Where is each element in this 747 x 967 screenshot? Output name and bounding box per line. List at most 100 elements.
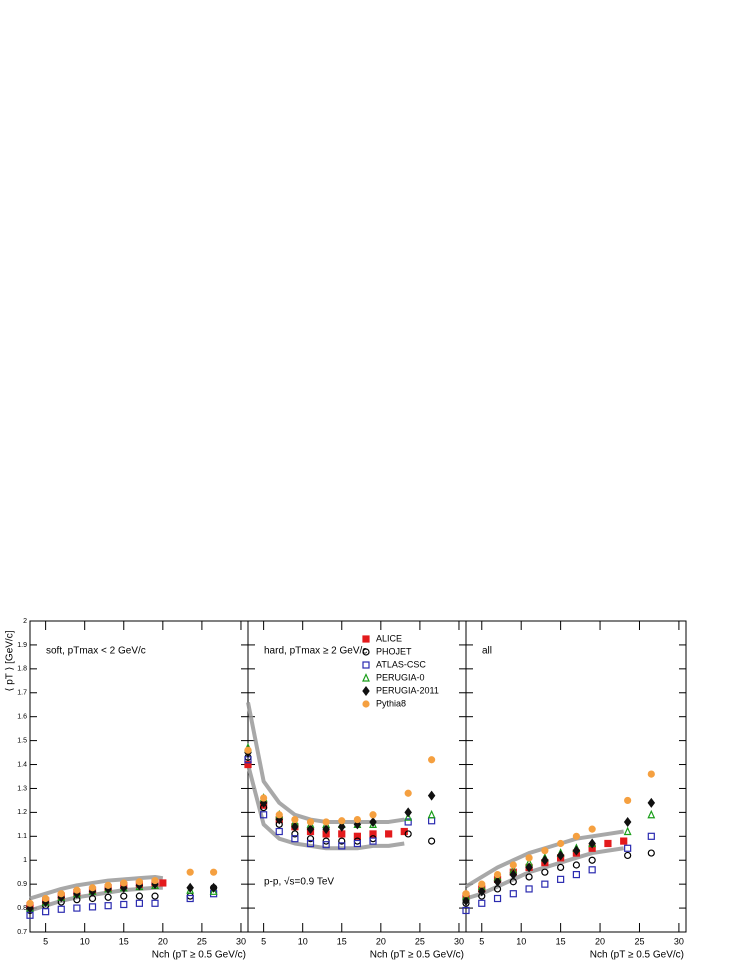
data-point (509, 861, 517, 869)
data-point (541, 868, 549, 876)
x-tick-label: 10 (516, 936, 526, 946)
data-point (557, 863, 565, 872)
legend-label: PHOJET (376, 646, 412, 656)
data-point (493, 876, 502, 887)
data-point (26, 899, 34, 907)
data-point (462, 906, 470, 915)
y-tick-label: 0.8 (17, 905, 27, 912)
y-axis-label: ⟨ pT ⟩ [GeV/c] (5, 630, 16, 691)
y-tick-label: 1.2 (17, 809, 27, 816)
data-point (209, 882, 218, 893)
data-point (557, 875, 565, 883)
data-point (427, 790, 436, 801)
data-point (427, 809, 436, 819)
x-tick-label: 15 (556, 936, 566, 946)
data-point (322, 824, 330, 835)
data-point (588, 866, 596, 874)
legend-label: ALICE (376, 633, 402, 643)
data-point (338, 830, 346, 838)
data-point (186, 894, 194, 903)
data-point (338, 842, 346, 850)
data-point (104, 902, 112, 910)
data-point (260, 794, 268, 802)
data-point (322, 818, 330, 826)
x-tick-label: 15 (337, 936, 347, 946)
data-point (556, 850, 565, 861)
data-point (588, 856, 596, 864)
data-point (104, 893, 112, 901)
data-point (493, 870, 502, 879)
x-tick-label: 5 (479, 936, 484, 946)
data-point (57, 890, 65, 898)
x-tick-label: 30 (674, 936, 684, 946)
panel-title: hard, pTmax ≥ 2 GeV/c (264, 646, 367, 657)
data-point (291, 835, 299, 843)
x-tick-label: 25 (197, 936, 207, 946)
y-tick-label: 1.4 (17, 761, 27, 768)
data-point (88, 884, 97, 892)
data-point (244, 760, 252, 769)
data-point (369, 816, 377, 827)
data-point (525, 885, 533, 893)
legend-marker (362, 648, 370, 656)
data-point (572, 861, 580, 869)
data-point (120, 879, 128, 887)
data-point (557, 839, 565, 848)
y-tick-label: 1 (23, 857, 27, 864)
panel-title: soft, pTmax < 2 GeV/c (46, 646, 146, 657)
data-point (404, 789, 412, 797)
x-tick-label: 25 (415, 936, 425, 946)
data-point (541, 855, 549, 866)
x-tick-label: 10 (80, 936, 90, 946)
y-tick-label: 1.6 (17, 714, 27, 721)
data-point (244, 746, 252, 754)
y-tick-label: 1.3 (17, 785, 27, 792)
data-point (209, 886, 218, 895)
data-point (275, 827, 283, 836)
data-point (135, 878, 143, 886)
data-point (404, 807, 412, 818)
data-point (541, 880, 549, 888)
y-tick-label: 1.9 (17, 642, 27, 649)
data-point (462, 890, 470, 898)
y-tick-label: 1.1 (17, 833, 27, 840)
data-point (322, 841, 330, 849)
y-tick-label: 1.8 (17, 666, 27, 673)
data-point (186, 892, 194, 900)
data-point (42, 894, 50, 903)
data-point (493, 894, 502, 903)
data-point (588, 838, 596, 849)
data-point (478, 886, 486, 897)
legend-label: Pythia8 (376, 698, 406, 708)
data-point (478, 899, 486, 907)
data-point (369, 837, 377, 845)
data-point (73, 886, 81, 894)
x-tick-label: 20 (376, 936, 386, 946)
data-point (369, 830, 377, 838)
y-tick-label: 0.7 (17, 929, 27, 936)
band-edge (29, 885, 163, 913)
x-tick-label: 15 (119, 936, 129, 946)
band-edge (465, 846, 625, 901)
data-point (88, 903, 97, 911)
data-point (404, 812, 413, 821)
band-edge (246, 701, 405, 824)
data-point (151, 876, 159, 885)
legend-marker (362, 635, 370, 643)
data-point (647, 809, 656, 819)
data-point (572, 832, 580, 840)
data-point (525, 862, 533, 873)
data-point (428, 756, 436, 764)
data-point (404, 818, 412, 826)
data-point (428, 817, 436, 825)
annotation: p-p, √s=0.9 TeV (264, 876, 334, 888)
data-point (588, 825, 596, 833)
x-tick-label: 20 (158, 936, 168, 946)
data-point (624, 796, 632, 805)
data-point (647, 849, 655, 857)
data-point (306, 818, 315, 826)
x-tick-label: 20 (595, 936, 605, 946)
data-point (604, 839, 612, 848)
